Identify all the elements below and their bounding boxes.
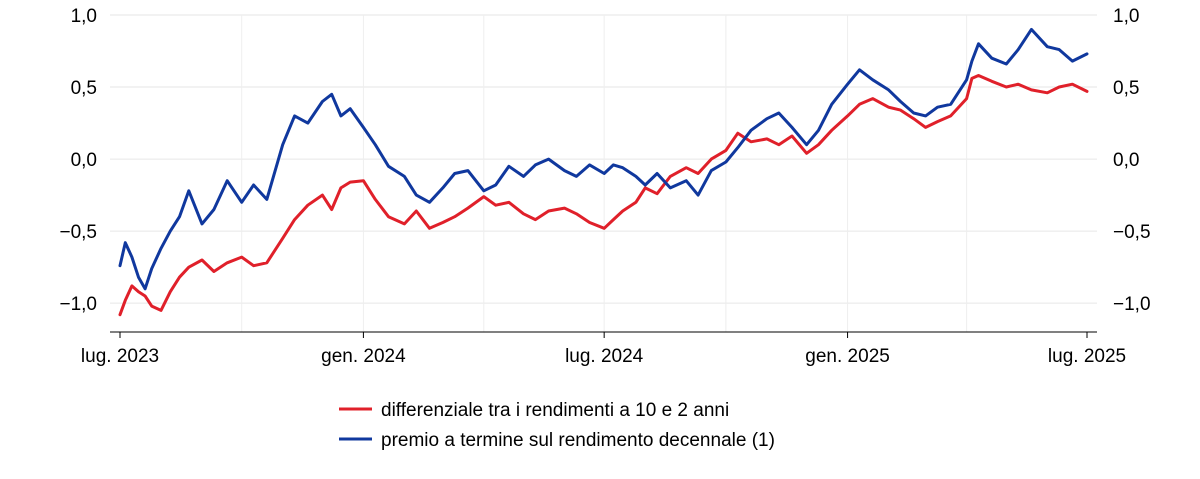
x-tick-label: lug. 2025 [1048,346,1126,367]
y-tick-label-right: 0,0 [1113,150,1139,171]
series-lines [118,27,1089,317]
legend-item-spread: differenziale tra i rendimenti a 10 e 2 … [339,400,729,421]
grid [110,14,1097,332]
legend-label-spread: differenziale tra i rendimenti a 10 e 2 … [381,400,729,421]
y-tick-label-right: −0,5 [1113,222,1151,243]
y-tick-label-left: 0,5 [71,78,97,99]
legend-item-term-premium: premio a termine sul rendimento decennal… [339,430,775,451]
series-line-term-premium [118,27,1089,291]
y-tick-label-right: −1,0 [1113,294,1151,315]
legend: differenziale tra i rendimenti a 10 e 2 … [339,400,775,451]
y-tick-label-right: 0,5 [1113,78,1139,99]
series-line-spread [118,74,1089,317]
y-tick-label-left: −0,5 [59,222,97,243]
y-tick-label-left: 0,0 [71,150,97,171]
x-tick-label: lug. 2023 [81,346,159,367]
y-tick-label-right: 1,0 [1113,6,1139,27]
x-tick-label: lug. 2024 [565,346,644,367]
x-tick-label: gen. 2024 [321,346,406,367]
x-tick-label: gen. 2025 [805,346,890,367]
y-tick-label-left: −1,0 [59,294,97,315]
x-axis-ticks: lug. 2023 gen. 2024 lug. 2024 gen. 2025 lug.… [81,332,1126,367]
y-tick-label-left: 1,0 [71,6,97,27]
y-axis-left-ticks: 1,0 0,5 0,0 −0,5 −1,0 [59,6,97,315]
y-axis-right-ticks: 1,0 0,5 0,0 −0,5 −1,0 [1113,6,1151,315]
legend-label-term-premium: premio a termine sul rendimento decennal… [381,430,775,451]
